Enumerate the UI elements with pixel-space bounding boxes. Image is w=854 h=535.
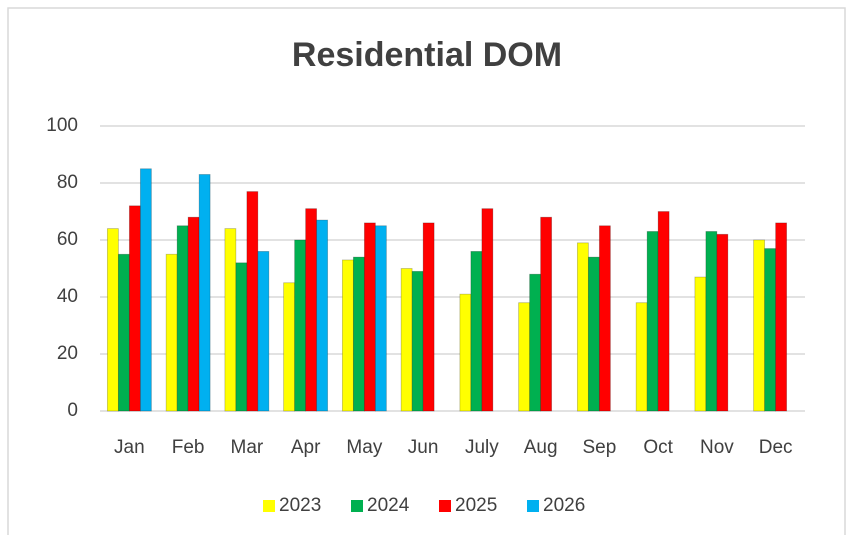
legend-label: 2026 bbox=[543, 495, 585, 516]
y-tick-label: 40 bbox=[57, 286, 78, 307]
bar bbox=[598, 225, 611, 412]
bar bbox=[294, 239, 307, 412]
bar bbox=[106, 228, 119, 412]
bar bbox=[657, 211, 670, 412]
x-tick-label: May bbox=[346, 437, 382, 458]
bar bbox=[459, 293, 472, 412]
x-tick-label: Dec bbox=[759, 437, 793, 458]
x-tick-label: Jan bbox=[114, 437, 145, 458]
x-tick-label: Aug bbox=[524, 437, 558, 458]
bar bbox=[422, 222, 435, 412]
bar bbox=[481, 208, 494, 412]
y-tick-label: 0 bbox=[67, 400, 78, 421]
legend-swatch bbox=[439, 500, 451, 512]
bar bbox=[117, 253, 130, 412]
bar bbox=[753, 239, 766, 412]
legend-swatch bbox=[527, 500, 539, 512]
bar bbox=[283, 282, 296, 412]
bar bbox=[187, 216, 200, 412]
bar bbox=[374, 225, 387, 412]
bar bbox=[246, 191, 259, 412]
legend-swatch bbox=[351, 500, 363, 512]
bar bbox=[165, 253, 178, 412]
legend-label: 2025 bbox=[455, 495, 497, 516]
bar bbox=[316, 219, 329, 412]
y-tick-label: 100 bbox=[46, 115, 78, 136]
bar bbox=[128, 205, 141, 412]
bar bbox=[716, 233, 729, 412]
bar bbox=[363, 222, 376, 412]
bar bbox=[470, 250, 483, 412]
bar bbox=[198, 174, 211, 412]
bar bbox=[529, 273, 542, 412]
bar bbox=[587, 256, 600, 412]
bar bbox=[694, 276, 707, 412]
bar bbox=[518, 302, 531, 412]
bar bbox=[305, 208, 318, 412]
bar bbox=[705, 231, 718, 412]
x-tick-label: Feb bbox=[172, 437, 205, 458]
y-tick-label: 60 bbox=[57, 229, 78, 250]
x-tick-label: Mar bbox=[231, 437, 264, 458]
legend-swatch bbox=[263, 500, 275, 512]
bar bbox=[400, 268, 413, 412]
legend-label: 2024 bbox=[367, 495, 410, 516]
bar bbox=[235, 262, 248, 412]
y-tick-label: 80 bbox=[57, 172, 78, 193]
legend-label: 2023 bbox=[279, 495, 321, 516]
bar bbox=[576, 242, 589, 412]
bar bbox=[139, 168, 152, 412]
x-tick-label: Oct bbox=[643, 437, 673, 458]
y-tick-label: 20 bbox=[57, 343, 78, 364]
bar bbox=[411, 270, 424, 412]
bar bbox=[176, 225, 189, 412]
bar bbox=[764, 248, 777, 412]
bar bbox=[540, 216, 553, 412]
bar bbox=[341, 259, 354, 412]
x-tick-label: Sep bbox=[582, 437, 616, 458]
chart-title: Residential DOM bbox=[292, 36, 562, 74]
x-tick-label: July bbox=[465, 437, 499, 458]
x-tick-label: Nov bbox=[700, 437, 734, 458]
bar bbox=[257, 250, 270, 412]
x-tick-label: Apr bbox=[291, 437, 321, 458]
bar bbox=[635, 302, 648, 412]
bar bbox=[224, 228, 237, 412]
bar bbox=[775, 222, 788, 412]
x-tick-label: Jun bbox=[408, 437, 439, 458]
bar bbox=[646, 231, 659, 412]
bar bbox=[352, 256, 365, 412]
